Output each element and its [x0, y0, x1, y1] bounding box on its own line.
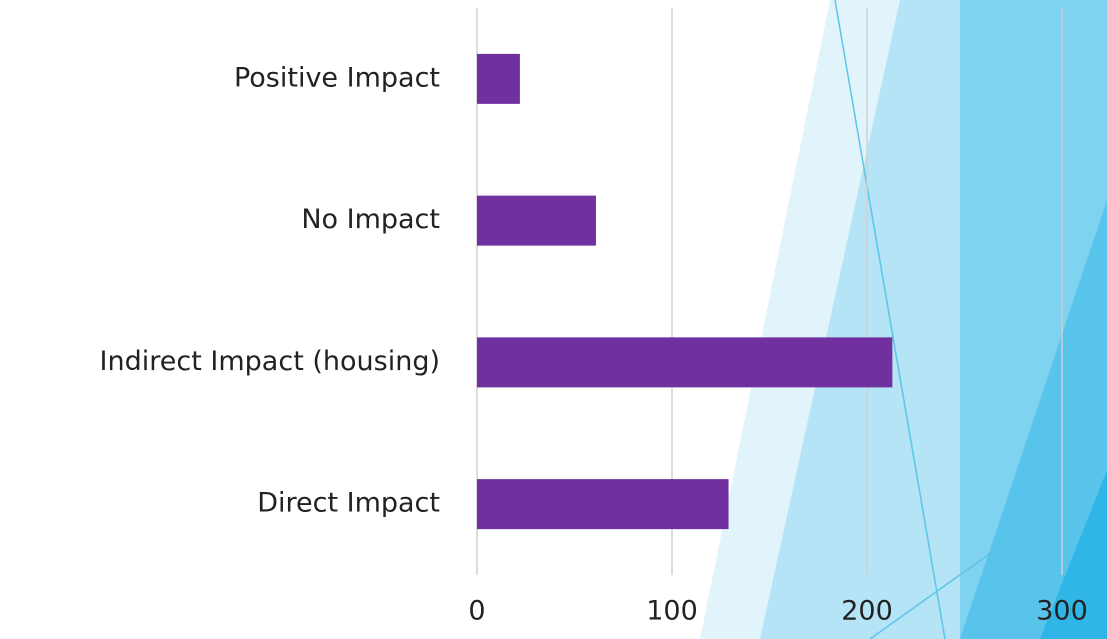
y-tick-label: Direct Impact [257, 488, 440, 519]
y-tick-label: Positive Impact [234, 62, 440, 93]
x-tick-label: 100 [646, 596, 698, 627]
bar [477, 195, 596, 246]
x-tick-label: 200 [841, 596, 893, 627]
x-tick-label: 0 [468, 596, 485, 627]
x-tick-label: 300 [1036, 596, 1088, 627]
bar [477, 53, 520, 104]
y-tick-label: Indirect Impact (housing) [100, 346, 440, 377]
decoration [700, 0, 1107, 639]
bar [477, 479, 729, 530]
y-tick-label: No Impact [301, 204, 440, 235]
bar [477, 337, 893, 388]
plot: 0 100 200 300 Direct Impact Indirect Impact (… [100, 8, 1088, 627]
